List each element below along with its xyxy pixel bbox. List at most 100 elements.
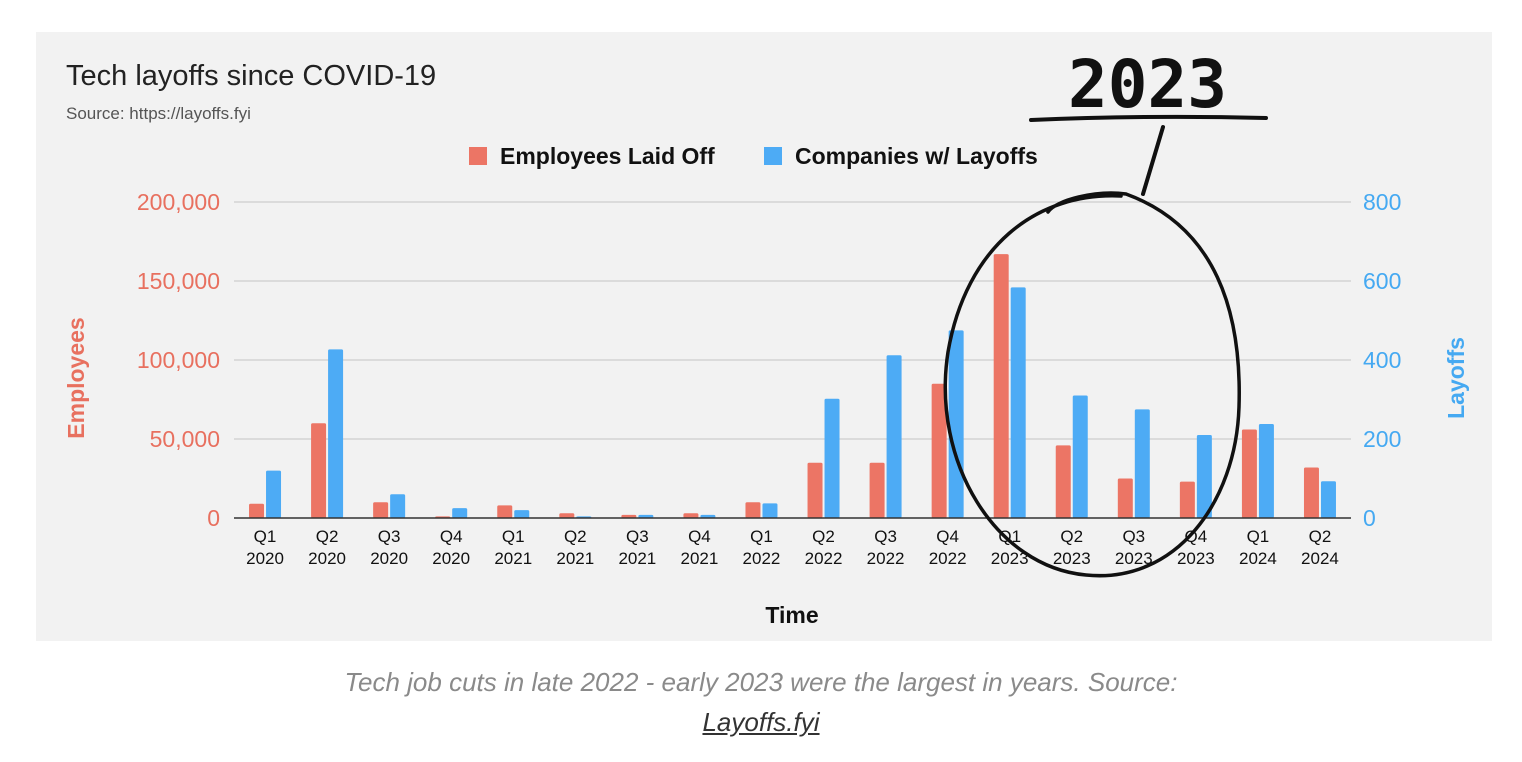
x-tick-quarter: Q4 xyxy=(1185,527,1208,546)
annotation-year: 2023 xyxy=(1068,46,1227,123)
x-tick-quarter: Q1 xyxy=(254,527,277,546)
annotation-circle xyxy=(943,191,1241,578)
x-axis-title: Time xyxy=(765,602,818,628)
x-tick-year: 2024 xyxy=(1239,549,1277,568)
x-tick-quarter: Q4 xyxy=(688,527,711,546)
legend-label-employees: Employees Laid Off xyxy=(500,143,715,169)
annotation-pointer xyxy=(1141,125,1165,196)
x-tick-quarter: Q3 xyxy=(1122,527,1145,546)
y-axis-right-ticks: 0 200 400 600 800 xyxy=(1363,189,1401,531)
bar-employees-laid-off xyxy=(249,503,265,518)
x-tick-year: 2023 xyxy=(1177,549,1215,568)
bar-employees-laid-off xyxy=(311,423,327,518)
bar-employees-laid-off xyxy=(1179,481,1195,518)
bar-companies-with-layoffs xyxy=(1072,395,1088,518)
x-tick-year: 2021 xyxy=(618,549,656,568)
x-tick-year: 2024 xyxy=(1301,549,1339,568)
legend-label-companies: Companies w/ Layoffs xyxy=(795,143,1038,169)
x-tick-quarter: Q1 xyxy=(750,527,773,546)
x-tick-quarter: Q3 xyxy=(626,527,649,546)
bar-employees-laid-off xyxy=(1303,467,1319,518)
bar-companies-with-layoffs xyxy=(452,508,468,518)
y-right-tick-label: 600 xyxy=(1363,268,1401,294)
bar-companies-with-layoffs xyxy=(1258,423,1274,518)
gridlines xyxy=(234,201,1351,440)
y-left-tick-label: 50,000 xyxy=(150,426,220,452)
bar-employees-laid-off xyxy=(497,505,513,518)
x-tick-year: 2022 xyxy=(743,549,781,568)
legend: Employees Laid Off Companies w/ Layoffs xyxy=(469,143,1038,169)
x-tick-quarter: Q4 xyxy=(936,527,959,546)
x-tick-quarter: Q2 xyxy=(564,527,587,546)
bar-companies-with-layoffs xyxy=(390,494,406,518)
y-axis-left-ticks: 0 50,000 100,000 150,000 200,000 xyxy=(137,189,220,531)
bar-employees-laid-off xyxy=(807,462,823,518)
x-tick-year: 2020 xyxy=(308,549,346,568)
bar-companies-with-layoffs xyxy=(328,349,344,518)
legend-swatch-employees xyxy=(469,147,487,165)
y-right-tick-label: 0 xyxy=(1363,505,1376,531)
bar-employees-laid-off xyxy=(1241,429,1257,518)
y-right-tick-label: 200 xyxy=(1363,426,1401,452)
x-tick-quarter: Q2 xyxy=(1309,527,1332,546)
legend-swatch-companies xyxy=(764,147,782,165)
y-axis-right-title: Layoffs xyxy=(1443,337,1469,419)
bar-companies-with-layoffs xyxy=(638,514,654,518)
bar-employees-laid-off xyxy=(559,513,575,518)
x-tick-quarter: Q1 xyxy=(1247,527,1270,546)
x-tick-quarter: Q3 xyxy=(378,527,401,546)
figure-caption: Tech job cuts in late 2022 - early 2023 … xyxy=(0,662,1522,742)
x-tick-year: 2021 xyxy=(494,549,532,568)
bar-companies-with-layoffs xyxy=(1010,287,1026,518)
x-tick-year: 2020 xyxy=(246,549,284,568)
bar-companies-with-layoffs xyxy=(886,355,902,518)
annotation-underline xyxy=(1029,114,1268,122)
x-tick-year: 2021 xyxy=(556,549,594,568)
bar-employees-laid-off xyxy=(1117,478,1133,518)
x-tick-quarter: Q1 xyxy=(502,527,525,546)
x-tick-year: 2022 xyxy=(805,549,843,568)
y-left-tick-label: 0 xyxy=(207,505,220,531)
x-tick-quarter: Q1 xyxy=(998,527,1021,546)
bar-companies-with-layoffs xyxy=(266,470,282,518)
bar-employees-laid-off xyxy=(869,462,885,518)
bar-companies-with-layoffs xyxy=(824,398,840,518)
bar-companies-with-layoffs xyxy=(1196,435,1212,518)
x-tick-quarter: Q3 xyxy=(874,527,897,546)
bar-employees-laid-off xyxy=(683,513,699,518)
bar-companies-with-layoffs xyxy=(1320,481,1336,518)
bar-employees-laid-off xyxy=(373,502,389,518)
y-left-tick-label: 150,000 xyxy=(137,268,220,294)
x-tick-year: 2023 xyxy=(991,549,1029,568)
x-tick-year: 2022 xyxy=(929,549,967,568)
x-tick-year: 2023 xyxy=(1115,549,1153,568)
chart-svg: Tech layoffs since COVID-19 Source: http… xyxy=(63,46,1469,628)
x-tick-quarter: Q2 xyxy=(812,527,835,546)
y-axis-left-title: Employees xyxy=(63,317,89,438)
y-right-tick-label: 800 xyxy=(1363,189,1401,215)
y-left-tick-label: 100,000 xyxy=(137,347,220,373)
x-tick-year: 2021 xyxy=(681,549,719,568)
x-tick-year: 2020 xyxy=(370,549,408,568)
bar-employees-laid-off xyxy=(931,383,947,518)
x-tick-quarter: Q4 xyxy=(440,527,463,546)
y-left-tick-label: 200,000 xyxy=(137,189,220,215)
bar-companies-with-layoffs xyxy=(514,510,530,518)
bar-companies-with-layoffs xyxy=(1134,409,1150,518)
bars xyxy=(249,254,1336,518)
bar-employees-laid-off xyxy=(621,514,637,518)
x-tick-year: 2023 xyxy=(1053,549,1091,568)
bar-employees-laid-off xyxy=(993,254,1009,518)
chart-panel: Tech layoffs since COVID-19 Source: http… xyxy=(36,32,1492,641)
x-tick-quarter: Q2 xyxy=(1060,527,1083,546)
caption-text: Tech job cuts in late 2022 - early 2023 … xyxy=(344,667,1178,697)
bar-companies-with-layoffs xyxy=(700,514,716,518)
x-axis-ticks: Q1 2020 Q2 2020 Q3 2020 Q4 2020 Q1 2021 Q2 2021 Q3 20… xyxy=(246,527,1339,568)
x-tick-year: 2022 xyxy=(867,549,905,568)
chart-subtitle: Source: https://layoffs.fyi xyxy=(66,104,251,123)
chart-title: Tech layoffs since COVID-19 xyxy=(66,60,436,92)
bar-employees-laid-off xyxy=(1055,445,1071,518)
caption-source-link[interactable]: Layoffs.fyi xyxy=(702,707,820,737)
handwritten-annotation: 2023 xyxy=(943,46,1268,578)
x-tick-year: 2020 xyxy=(432,549,470,568)
